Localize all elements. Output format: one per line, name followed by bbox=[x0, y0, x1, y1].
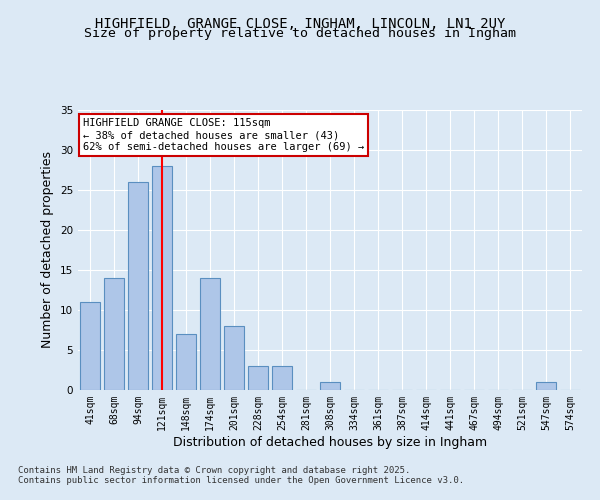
Y-axis label: Number of detached properties: Number of detached properties bbox=[41, 152, 55, 348]
Text: Contains HM Land Registry data © Crown copyright and database right 2025.
Contai: Contains HM Land Registry data © Crown c… bbox=[18, 466, 464, 485]
Bar bbox=[272, 366, 292, 390]
Bar bbox=[224, 326, 244, 390]
Bar bbox=[152, 166, 172, 390]
Bar bbox=[128, 182, 148, 390]
Bar bbox=[176, 334, 196, 390]
X-axis label: Distribution of detached houses by size in Ingham: Distribution of detached houses by size … bbox=[173, 436, 487, 448]
Bar bbox=[104, 278, 124, 390]
Text: HIGHFIELD GRANGE CLOSE: 115sqm
← 38% of detached houses are smaller (43)
62% of : HIGHFIELD GRANGE CLOSE: 115sqm ← 38% of … bbox=[83, 118, 364, 152]
Text: Size of property relative to detached houses in Ingham: Size of property relative to detached ho… bbox=[84, 28, 516, 40]
Bar bbox=[200, 278, 220, 390]
Bar bbox=[80, 302, 100, 390]
Text: HIGHFIELD, GRANGE CLOSE, INGHAM, LINCOLN, LN1 2UY: HIGHFIELD, GRANGE CLOSE, INGHAM, LINCOLN… bbox=[95, 18, 505, 32]
Bar bbox=[248, 366, 268, 390]
Bar bbox=[320, 382, 340, 390]
Bar bbox=[536, 382, 556, 390]
